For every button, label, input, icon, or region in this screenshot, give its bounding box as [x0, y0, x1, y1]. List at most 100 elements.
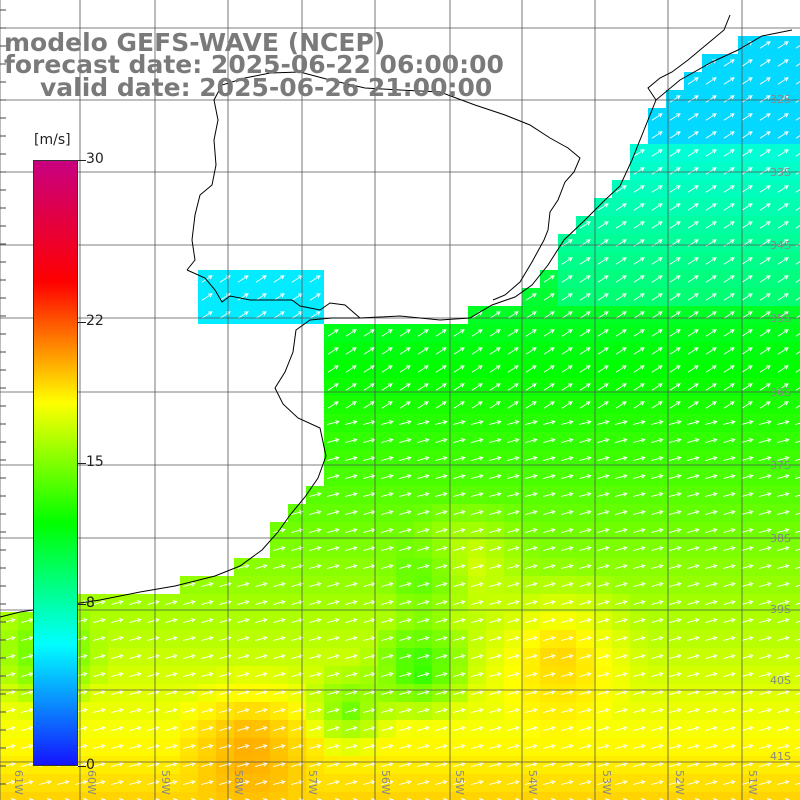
wind-arrow	[615, 546, 628, 551]
wind-arrow	[507, 474, 520, 479]
wind-arrow	[795, 476, 800, 479]
wind-arrow	[651, 636, 664, 641]
wind-arrow	[579, 383, 591, 391]
wind-arrow	[723, 167, 735, 175]
wind-arrow	[237, 311, 249, 319]
wind-arrow	[291, 708, 304, 713]
wind-arrow	[237, 690, 250, 695]
wind-arrow	[327, 636, 340, 641]
wind-arrow	[453, 420, 466, 425]
wind-arrow	[759, 311, 771, 319]
wind-arrow	[687, 275, 699, 283]
wind-arrow	[633, 257, 645, 265]
wind-arrow	[669, 690, 682, 695]
wind-arrow	[669, 564, 682, 569]
wind-arrow	[147, 654, 160, 659]
wind-arrow	[723, 221, 735, 229]
wind-cell	[792, 360, 800, 378]
wind-arrow	[543, 438, 556, 443]
wind-arrow	[741, 59, 753, 67]
wind-arrow	[651, 438, 664, 443]
wind-arrow	[381, 347, 393, 355]
wind-arrow	[273, 582, 286, 587]
wind-arrow	[111, 600, 124, 605]
wind-arrow	[327, 690, 340, 695]
wind-arrow	[327, 672, 340, 677]
wind-arrow	[255, 708, 268, 713]
wind-arrow	[579, 257, 591, 265]
wind-arrow	[345, 726, 358, 731]
wind-arrow	[471, 672, 484, 677]
wind-arrow	[165, 744, 178, 749]
wind-arrow	[471, 636, 484, 641]
wind-arrow	[669, 708, 682, 713]
wind-arrow	[489, 383, 501, 391]
wind-arrow	[435, 672, 448, 677]
wind-arrow	[561, 257, 573, 265]
wind-arrow	[597, 275, 609, 283]
wind-arrow	[543, 492, 556, 497]
wind-arrow	[741, 708, 754, 713]
wind-arrow	[507, 401, 519, 409]
wind-arrow	[741, 690, 754, 695]
wind-arrow	[453, 546, 466, 551]
wind-arrow	[399, 582, 412, 587]
wind-cell	[648, 792, 666, 800]
wind-arrow	[453, 510, 466, 515]
wind-cell	[792, 576, 800, 594]
wind-arrow	[633, 582, 646, 587]
wind-arrow	[489, 438, 502, 443]
wind-arrow	[525, 492, 538, 497]
wind-arrow	[165, 618, 178, 623]
wind-arrow	[309, 600, 322, 605]
wind-arrow	[507, 780, 520, 785]
wind-arrow	[435, 347, 447, 355]
wind-arrow	[327, 365, 339, 373]
wind-arrow	[273, 654, 286, 659]
wind-arrow	[507, 762, 520, 767]
wind-arrow	[651, 311, 663, 319]
wind-arrow	[651, 744, 664, 749]
wind-arrow	[759, 275, 771, 283]
wind-arrow	[291, 510, 304, 515]
wind-arrow	[525, 690, 538, 695]
wind-arrow	[417, 510, 430, 515]
wind-arrow	[687, 474, 700, 479]
wind-arrow	[381, 690, 394, 695]
wind-arrow	[363, 401, 375, 409]
wind-arrow	[453, 528, 466, 533]
wind-cell	[792, 486, 800, 504]
wind-arrow	[417, 582, 430, 587]
wind-arrow	[345, 582, 358, 587]
wind-arrow	[615, 780, 628, 785]
wind-arrow	[651, 780, 664, 785]
wind-arrow	[579, 528, 592, 533]
lon-label: 53W	[600, 770, 613, 795]
wind-arrow	[579, 744, 592, 749]
wind-arrow	[795, 135, 800, 139]
wind-arrow	[633, 420, 646, 425]
wind-arrow	[669, 131, 681, 139]
wind-arrow	[579, 582, 592, 587]
wind-cell	[72, 792, 90, 800]
wind-arrow	[687, 762, 700, 767]
wind-arrow	[489, 420, 502, 425]
wind-cell	[396, 792, 414, 800]
wind-arrow	[363, 365, 375, 373]
wind-arrow	[777, 474, 790, 479]
wind-arrow	[687, 726, 700, 731]
wind-arrow	[723, 510, 736, 515]
wind-arrow	[327, 564, 340, 569]
wind-arrow	[543, 726, 556, 731]
wind-arrow	[759, 600, 772, 605]
wind-arrow	[795, 620, 800, 623]
wind-arrow	[543, 401, 555, 409]
wind-arrow	[471, 780, 484, 785]
wind-arrow	[525, 762, 538, 767]
lat-label: 34S	[770, 239, 791, 252]
wind-cell	[792, 144, 800, 162]
wind-arrow	[453, 618, 466, 623]
wind-arrow	[561, 528, 574, 533]
wind-cell	[432, 792, 450, 800]
wind-arrow	[489, 564, 502, 569]
